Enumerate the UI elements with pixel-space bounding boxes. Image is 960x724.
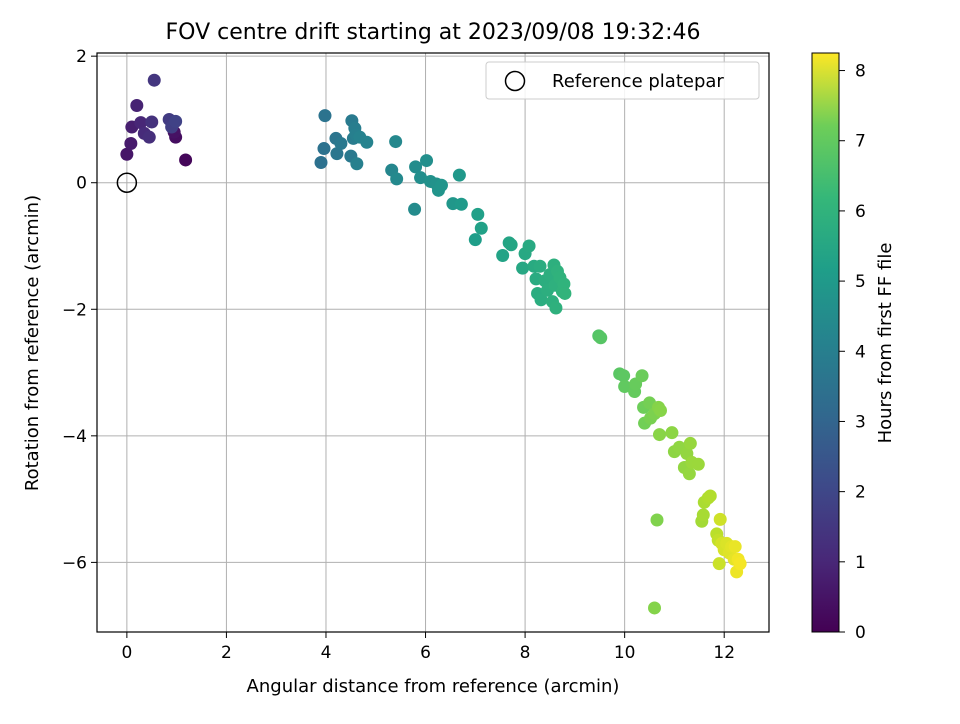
data-point: [558, 286, 572, 300]
colorbar-label: Hours from first FF file: [875, 243, 896, 444]
y-axis-ticks: −6 −4 −2 0 2: [62, 47, 97, 573]
x-tick-label: 4: [321, 643, 332, 663]
data-point: [665, 426, 679, 440]
x-tick-label: 6: [420, 643, 431, 663]
data-point: [533, 259, 547, 273]
data-point: [390, 172, 404, 186]
reference-platepar-marker: [116, 172, 138, 193]
data-point: [703, 489, 717, 503]
data-point: [683, 436, 697, 450]
data-point: [733, 557, 747, 571]
x-tick-label: 10: [614, 643, 636, 663]
colorbar-tick-label: 0: [855, 623, 866, 643]
colorbar-tick-label: 2: [855, 483, 866, 503]
x-tick-label: 8: [520, 643, 531, 663]
data-point: [317, 142, 331, 156]
data-point: [409, 160, 423, 174]
data-point: [549, 301, 563, 315]
data-point: [557, 277, 571, 291]
colorbar-ticks: 0 1 2 3 4 5 6 7 8: [839, 62, 866, 643]
data-point: [653, 404, 667, 418]
data-point: [468, 233, 482, 247]
colorbar-tick-label: 4: [855, 342, 866, 362]
data-point: [169, 114, 183, 128]
data-point: [594, 331, 608, 345]
colorbar-tick-label: 5: [855, 272, 866, 292]
data-point: [618, 379, 632, 393]
data-point: [120, 147, 134, 161]
data-point: [389, 135, 403, 149]
colorbar-tick-label: 1: [855, 553, 866, 573]
y-tick-label: −6: [62, 553, 87, 573]
data-point: [130, 99, 144, 113]
colorbar: 0 1 2 3 4 5 6 7 8 Hours from first FF file: [811, 52, 896, 643]
y-tick-label: −4: [62, 427, 87, 447]
data-point: [334, 136, 348, 150]
data-point: [471, 207, 485, 221]
data-point: [420, 154, 434, 168]
data-point: [474, 221, 488, 235]
data-points: [116, 73, 747, 615]
x-tick-label: 2: [221, 643, 232, 663]
data-point: [713, 512, 727, 526]
data-point: [360, 135, 374, 149]
data-point: [728, 540, 742, 554]
data-point: [330, 147, 344, 161]
data-point: [682, 467, 696, 481]
y-axis-label: Rotation from reference (arcmin): [22, 195, 43, 491]
data-point: [314, 155, 328, 169]
colorbar-tick-label: 3: [855, 412, 866, 432]
plot-frame: [96, 52, 770, 633]
legend-reference-marker: [504, 70, 526, 92]
data-point: [635, 369, 649, 383]
data-point: [408, 202, 422, 216]
data-point: [712, 557, 726, 571]
colorbar-gradient: [811, 52, 840, 633]
colorbar-tick-label: 7: [855, 132, 866, 152]
x-tick-label: 12: [713, 643, 735, 663]
data-point: [534, 293, 548, 307]
x-tick-label: 0: [121, 643, 132, 663]
data-point: [617, 369, 631, 383]
data-point: [134, 116, 148, 130]
data-point: [145, 115, 159, 129]
x-axis-ticks: 0 2 4 6 8 10 12: [121, 632, 735, 663]
chart-title: FOV centre drift starting at 2023/09/08 …: [166, 20, 701, 45]
data-point: [516, 261, 530, 275]
data-point: [452, 168, 466, 182]
data-point: [124, 136, 138, 150]
legend-label: Reference platepar: [552, 71, 724, 92]
grid-lines: [97, 53, 769, 632]
data-point: [691, 457, 705, 471]
data-point: [350, 157, 364, 171]
data-point: [696, 508, 710, 522]
data-point: [142, 130, 156, 144]
legend: Reference platepar: [485, 61, 760, 100]
data-point: [522, 239, 536, 253]
data-point: [504, 238, 518, 252]
data-point: [434, 178, 448, 192]
data-point: [652, 428, 666, 442]
data-point: [179, 153, 193, 167]
data-point: [496, 248, 510, 262]
data-point: [648, 601, 662, 615]
y-tick-label: 2: [76, 47, 87, 67]
x-axis-label: Angular distance from reference (arcmin): [247, 676, 620, 697]
legend-box: [485, 61, 760, 100]
data-point: [318, 109, 332, 123]
data-point: [147, 73, 161, 87]
colorbar-tick-label: 8: [855, 62, 866, 82]
data-point: [454, 197, 468, 211]
data-point: [650, 513, 664, 527]
y-tick-label: −2: [62, 300, 87, 320]
y-tick-label: 0: [76, 174, 87, 194]
data-point: [414, 171, 428, 185]
colorbar-tick-label: 6: [855, 202, 866, 222]
